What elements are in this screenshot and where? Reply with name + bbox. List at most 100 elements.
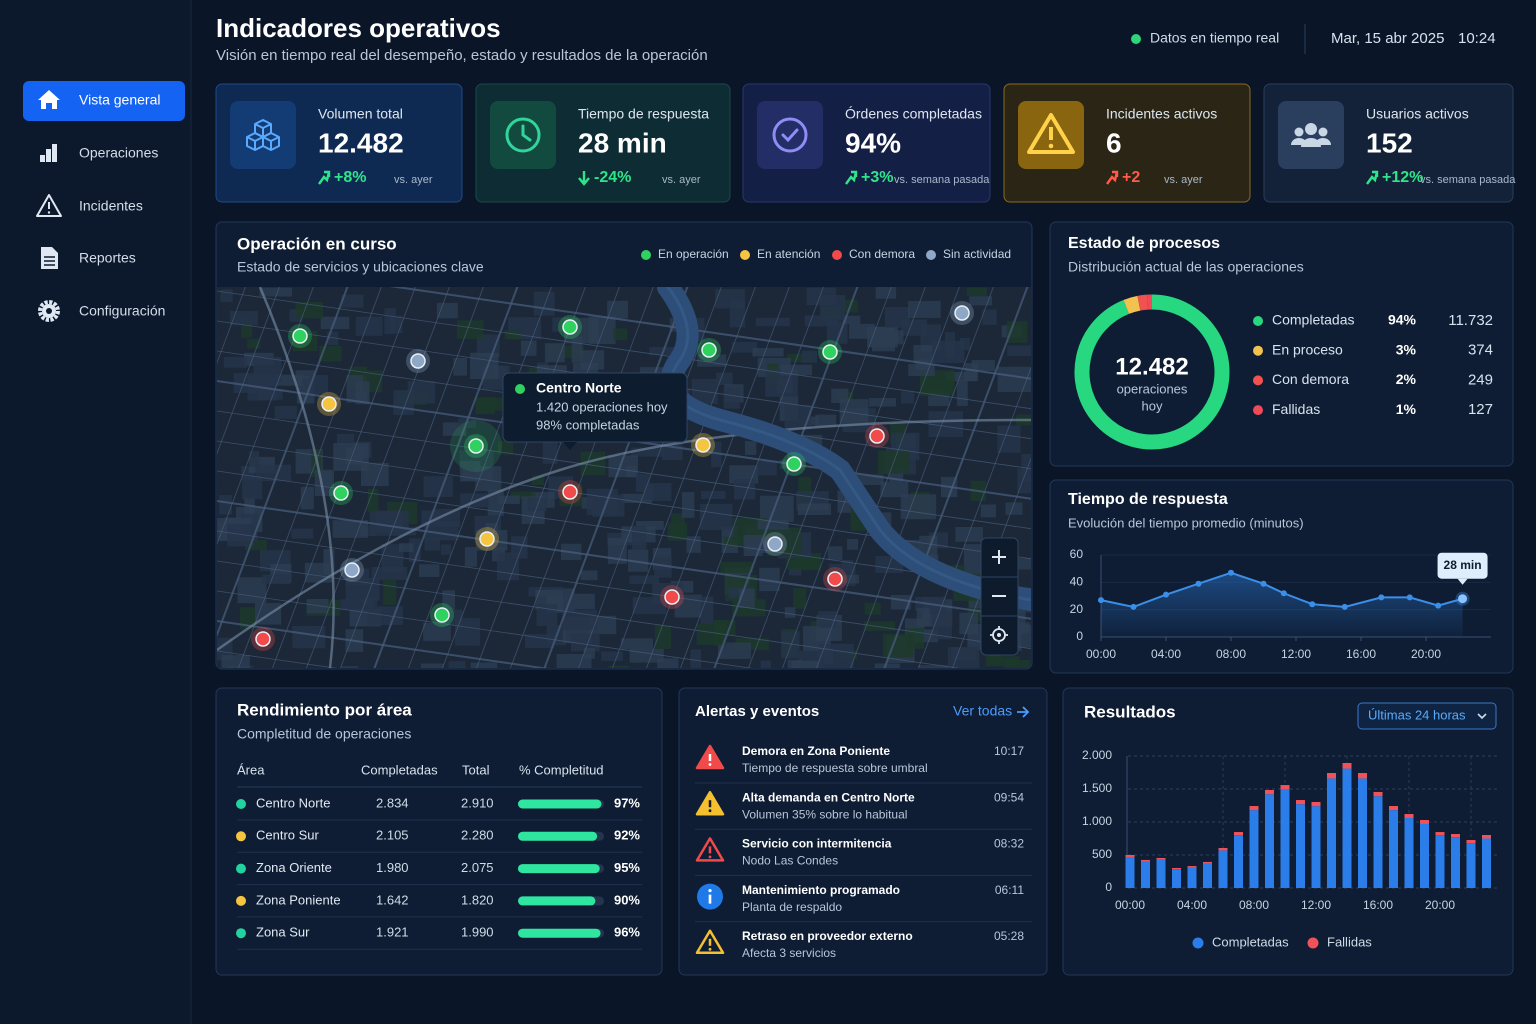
nav-item[interactable]: Operaciones [40, 144, 158, 162]
map-block [470, 662, 498, 668]
nav-active [23, 81, 185, 121]
bar [1125, 856, 1135, 888]
nav-label: Configuración [79, 303, 165, 319]
x-tick-label: 12:00 [1301, 898, 1331, 912]
zoom-in[interactable] [992, 550, 1006, 564]
card [1049, 221, 1514, 467]
nav-item[interactable]: Configuración [38, 300, 165, 322]
count-label: 249 [1468, 371, 1493, 388]
nav-label: Operaciones [79, 145, 158, 161]
map-block [601, 651, 623, 661]
bar [518, 799, 602, 809]
page-subtitle: Visión en tiempo real del desempeño, est… [216, 47, 708, 64]
cell: Centro Norte [256, 795, 330, 810]
map-block [714, 620, 726, 646]
map-block [453, 358, 468, 376]
map-block [955, 526, 983, 542]
nav-item[interactable]: Incidentes [36, 194, 143, 217]
bar [1451, 834, 1460, 838]
legend-dot [1253, 345, 1263, 356]
bar [1218, 850, 1228, 888]
map-road [850, 287, 994, 668]
map-block [383, 579, 397, 605]
bar [518, 928, 601, 938]
map-block [657, 658, 679, 668]
icon [52, 144, 57, 162]
map-road [217, 418, 1031, 652]
map-block [791, 660, 820, 668]
map-block [266, 374, 303, 386]
bar [1435, 835, 1445, 888]
kpi-value: 6 [1106, 127, 1122, 158]
icon [40, 155, 45, 162]
kpi-compare: vs. ayer [662, 174, 701, 186]
kpi-label: Incidentes activos [1106, 106, 1217, 122]
view-all-link[interactable]: Ver todas [953, 703, 1030, 719]
map-block [442, 590, 456, 613]
tooltip-title: Centro Norte [536, 380, 622, 396]
map-block [982, 309, 997, 325]
nav-item[interactable]: Reportes [41, 247, 136, 269]
cell: 1.980 [376, 860, 409, 875]
map-block [884, 306, 910, 328]
map-block [755, 317, 790, 327]
y-tick-label: 60 [1070, 547, 1084, 561]
map-road [476, 287, 620, 668]
kpi-icon-box [757, 101, 823, 169]
y-tick-label: 1.000 [1082, 814, 1112, 828]
time-filter[interactable]: Últimas 24 horas [1357, 702, 1497, 730]
bar [1435, 832, 1445, 836]
icon [1305, 123, 1317, 135]
map-block [1005, 502, 1023, 515]
bar [1311, 802, 1321, 807]
point [1098, 597, 1104, 604]
map-block [398, 543, 414, 552]
map-road [340, 287, 484, 668]
map-block [654, 556, 672, 578]
map-road [373, 287, 519, 668]
map-block [784, 607, 796, 618]
point [1309, 601, 1316, 608]
locate[interactable] [990, 626, 1008, 644]
map-road [217, 500, 1031, 620]
map-marker [434, 607, 450, 623]
nav-item[interactable]: Vista general [23, 81, 185, 121]
map-block [913, 344, 935, 363]
map-block [320, 316, 350, 330]
map-block [432, 508, 461, 528]
card-title: Alertas y eventos [695, 703, 819, 720]
column-header: Total [462, 762, 490, 777]
map-road [217, 287, 314, 546]
map-road [748, 287, 892, 668]
link: Ver todas [953, 703, 1012, 719]
alert-icon [708, 947, 712, 951]
bar [1234, 835, 1243, 888]
map-block [871, 330, 904, 345]
map-block [355, 381, 370, 405]
map-block [570, 633, 600, 652]
bar [1125, 855, 1135, 857]
map-block [227, 523, 254, 547]
status-dot [236, 863, 246, 874]
trend-arrow [1106, 170, 1119, 185]
map-block [808, 416, 819, 426]
bar [518, 864, 600, 874]
x-tick-label: 08:00 [1239, 898, 1269, 912]
map-block [371, 566, 408, 580]
legend-dot [1253, 405, 1263, 416]
map-block [863, 621, 896, 631]
cell: 2.075 [461, 860, 494, 875]
card [678, 687, 1048, 976]
x-tick-label: 00:00 [1086, 647, 1116, 661]
y-tick-label: 2.000 [1082, 748, 1112, 762]
cell: Centro Sur [256, 828, 320, 843]
map-block [787, 659, 803, 668]
map-block [496, 552, 519, 581]
map-road [952, 457, 1031, 668]
map-block [255, 464, 292, 482]
map-block [759, 567, 780, 592]
bar [1358, 773, 1367, 779]
point [1130, 603, 1137, 610]
map-block [424, 537, 441, 551]
card-subtitle: Distribución actual de las operaciones [1068, 259, 1304, 275]
